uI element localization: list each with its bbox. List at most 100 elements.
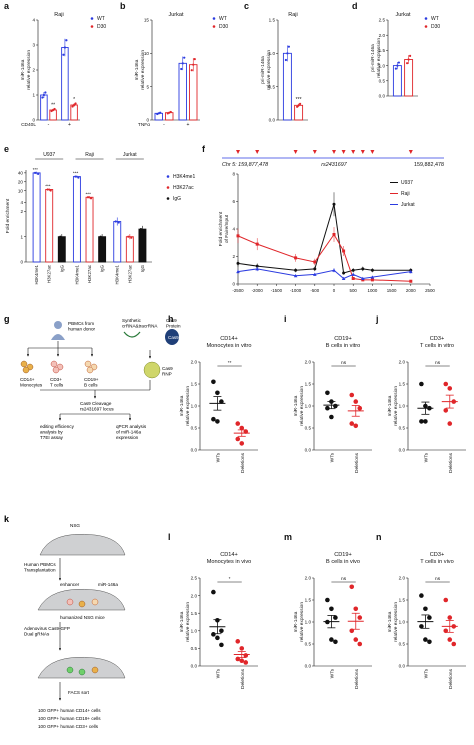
chart-title: CD3+ xyxy=(430,336,444,342)
chart-subtitle: B cells in vivo xyxy=(326,559,360,565)
y-tick-label: 0.0 xyxy=(379,94,386,99)
data-point xyxy=(451,641,457,647)
nsg-label: NSG xyxy=(70,523,80,528)
data-point xyxy=(443,628,449,634)
y-tick-label: 1.0 xyxy=(399,620,406,625)
data-point xyxy=(294,256,298,260)
cell-icon xyxy=(91,666,99,674)
y-tick-label: 1.5 xyxy=(191,611,198,616)
cell-icon xyxy=(66,598,74,606)
group-label: Raji xyxy=(85,152,94,158)
data-point xyxy=(219,642,224,648)
donor-icon xyxy=(54,321,62,329)
data-point xyxy=(293,273,298,278)
data-point xyxy=(447,637,453,642)
legend-marker-h3k4 xyxy=(166,175,170,178)
data-point xyxy=(59,235,62,238)
data-point xyxy=(239,658,245,664)
rnp-label: Cas9 RNP xyxy=(162,366,173,377)
y-tick-label: 2 xyxy=(232,254,235,259)
significance-label: *** xyxy=(296,97,302,103)
data-point xyxy=(255,267,259,271)
bar xyxy=(72,176,81,263)
donor-body-icon xyxy=(51,334,65,340)
y-axis-label: pri-miR-146arelative expression xyxy=(260,50,272,90)
chart-title: Jurkat xyxy=(169,12,184,18)
panel-letter-m: m xyxy=(284,532,292,542)
y-tick-label: 0.0 xyxy=(399,448,406,453)
data-point xyxy=(409,279,413,283)
y-tick-label: 4 xyxy=(32,18,35,23)
data-point xyxy=(409,54,412,57)
data-point xyxy=(353,423,359,429)
series-line-u937 xyxy=(237,204,411,274)
data-point xyxy=(443,597,449,603)
chart-subtitle: T cells in vitro xyxy=(420,343,454,349)
y-tick-label: 0.0 xyxy=(191,448,198,453)
chart-panel-n: n CD3+T cells in vivo 0.0 0.5 1.0 1.5 2.0 miR-1… xyxy=(376,532,466,689)
significance-label: *** xyxy=(86,191,92,196)
primer-marker-icon xyxy=(255,150,260,154)
legend-marker-wt xyxy=(90,17,94,20)
x-tick-label: Deletions xyxy=(240,452,246,473)
data-point xyxy=(294,268,298,272)
chart-title: CD3+ xyxy=(430,552,444,558)
x-tick-label: Deletions xyxy=(448,668,454,689)
panel-letter-k: k xyxy=(4,514,10,524)
bar xyxy=(57,236,66,263)
synthetic-label: Synthetic crRNA&tracrRNA xyxy=(122,318,158,329)
primer-marker-icon xyxy=(341,150,346,154)
data-point xyxy=(74,175,77,178)
significance-label: ** xyxy=(228,360,232,366)
chart-panel-j: j CD3+T cells in vitro 0.0 0.5 1.0 1.5 2.0 miR-… xyxy=(375,314,466,473)
y-tick-label: 1.0 xyxy=(379,63,386,68)
chart-title: Raji xyxy=(288,12,297,18)
chart-subtitle: Monocytes in vivo xyxy=(207,559,251,565)
data-point xyxy=(351,268,355,272)
bar-wt xyxy=(392,65,402,97)
data-point xyxy=(34,171,37,174)
data-point xyxy=(443,381,449,387)
significance-label: ** xyxy=(51,103,55,109)
mir-label: miR-146a xyxy=(98,582,118,587)
data-point xyxy=(235,421,241,426)
chr-end-label: 159,882,478 xyxy=(414,162,444,168)
y-tick-label: 2.0 xyxy=(399,576,406,581)
data-point xyxy=(181,62,184,65)
data-point xyxy=(419,381,424,387)
data-point xyxy=(239,441,245,446)
x-tick-label: Deletions xyxy=(354,668,360,689)
data-point xyxy=(243,429,249,434)
legend-marker-wt xyxy=(212,17,216,20)
x-axis-label: CD40L xyxy=(21,122,36,128)
data-point xyxy=(243,660,249,665)
data-point xyxy=(49,189,52,192)
bar xyxy=(85,196,94,263)
mouse-icon xyxy=(39,534,126,556)
data-point xyxy=(211,416,216,422)
chart-title: CD14+ xyxy=(220,552,238,558)
y-tick-label: 0 xyxy=(146,118,149,123)
tcells-label: CD3+ T cells xyxy=(50,377,64,388)
legend-marker-igg xyxy=(166,197,170,200)
x-tick-label: 500 xyxy=(350,288,358,293)
qpcr-label: qPCR analysis of miR-146a expression xyxy=(116,424,147,440)
x-tick-label: 2000 xyxy=(406,288,416,293)
data-point xyxy=(65,39,68,42)
chart-subtitle: Monocytes in vitro xyxy=(206,343,251,349)
primer-marker-icon xyxy=(370,150,375,154)
data-point xyxy=(313,272,317,276)
x-tick-label: + xyxy=(68,122,71,128)
y-axis-label: pri-miR-146arelative expression xyxy=(370,38,382,78)
bcell-cells-icon xyxy=(84,360,98,374)
data-point xyxy=(255,264,259,268)
schematic-k: k NSG Human PBMCs Transplantation enhance… xyxy=(4,514,126,729)
monocytes-label: CD14+ Monocytes xyxy=(20,377,43,388)
x-tick-label: H3K27ac xyxy=(87,264,92,283)
data-point xyxy=(332,202,336,206)
data-point xyxy=(427,615,432,620)
data-point xyxy=(332,268,336,272)
x-tick-label: -2500 xyxy=(232,288,244,293)
y-tick-label: 4 xyxy=(20,200,23,205)
x-tick-label: -2000 xyxy=(252,288,264,293)
